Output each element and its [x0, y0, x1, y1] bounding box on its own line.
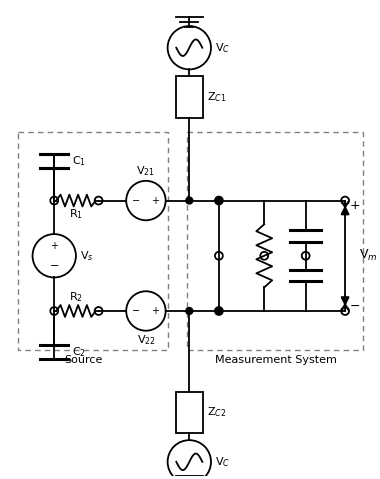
Text: V$_m$: V$_m$: [359, 248, 377, 263]
Text: −: −: [350, 299, 361, 313]
Text: V$_C$: V$_C$: [215, 41, 230, 55]
Bar: [176, 76, 203, 118]
Text: V$_s$: V$_s$: [80, 249, 93, 262]
Circle shape: [215, 197, 222, 204]
Circle shape: [215, 308, 222, 314]
Text: V$_C$: V$_C$: [215, 455, 230, 469]
Text: Measurement System: Measurement System: [215, 355, 337, 365]
Text: −: −: [132, 195, 141, 205]
Text: +: +: [50, 241, 58, 251]
Text: C$_2$: C$_2$: [72, 345, 86, 359]
Text: Source: Source: [65, 355, 103, 365]
Text: V$_{21}$: V$_{21}$: [136, 164, 155, 178]
Text: −: −: [132, 306, 141, 316]
Text: +: +: [151, 195, 159, 205]
Circle shape: [186, 197, 193, 204]
Text: +: +: [350, 199, 361, 212]
Text: −: −: [49, 261, 59, 271]
Text: Z$_{C2}$: Z$_{C2}$: [207, 406, 226, 420]
Bar: [176, 392, 203, 433]
Text: C$_1$: C$_1$: [72, 154, 86, 168]
Text: +: +: [151, 306, 159, 316]
Circle shape: [186, 308, 193, 314]
Text: R$_2$: R$_2$: [69, 290, 83, 304]
Text: Z$_{C1}$: Z$_{C1}$: [207, 90, 226, 104]
Text: R$_1$: R$_1$: [69, 207, 83, 221]
Text: V$_{22}$: V$_{22}$: [136, 334, 155, 347]
